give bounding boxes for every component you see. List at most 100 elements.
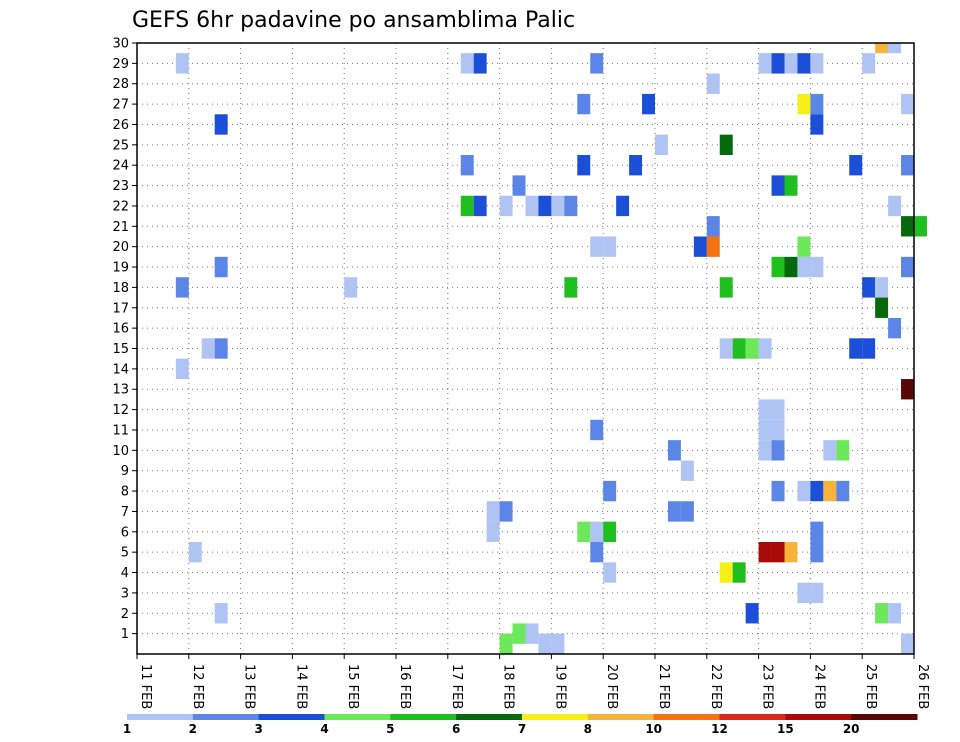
data-cell — [564, 277, 578, 298]
x-tick-label: 23 FEB — [760, 664, 775, 709]
data-cell — [590, 521, 604, 542]
x-tick-label: 20 FEB — [604, 664, 619, 709]
data-cell — [667, 501, 681, 522]
data-cell — [771, 256, 785, 278]
legend-label: 12 — [711, 722, 728, 736]
data-cell — [797, 480, 811, 502]
y-tick-label: 16 — [112, 322, 129, 337]
data-cell — [577, 155, 591, 176]
legend-label: 2 — [189, 722, 197, 736]
data-cell — [771, 53, 785, 74]
data-cell — [538, 195, 552, 217]
data-cell — [590, 53, 604, 74]
data-cell — [810, 541, 824, 563]
legend-label: 6 — [452, 722, 460, 736]
data-cell — [525, 623, 539, 644]
data-cell — [758, 541, 772, 563]
data-cell — [214, 338, 228, 359]
data-cell — [823, 480, 837, 502]
data-cell — [603, 521, 617, 542]
y-tick-label: 12 — [112, 403, 129, 418]
data-cell — [732, 338, 746, 359]
data-cell — [642, 93, 655, 115]
data-cell — [175, 277, 189, 298]
data-cell — [771, 541, 785, 563]
data-cell — [460, 195, 474, 217]
legend-swatch — [324, 714, 391, 720]
x-tick-label: 21 FEB — [656, 664, 671, 709]
data-cell — [914, 216, 927, 237]
legend-swatch — [785, 714, 852, 720]
data-cell — [810, 521, 824, 542]
data-cell — [732, 562, 746, 583]
data-cell — [836, 480, 850, 502]
data-cell — [655, 134, 668, 156]
data-cell — [745, 603, 759, 624]
data-cell — [888, 603, 902, 624]
y-tick-label: 6 — [121, 525, 129, 540]
legend-label: 8 — [584, 722, 592, 736]
y-tick-label: 18 — [112, 281, 129, 296]
x-axis: 11 FEB 12 FEB 13 FEB 14 FEB 15 FEB 16 FEB 17 F… — [136, 654, 930, 709]
data-cell — [473, 195, 487, 217]
x-tick-label: 14 FEB — [293, 664, 308, 709]
x-tick-label: 25 FEB — [863, 664, 878, 709]
y-tick-label: 21 — [112, 220, 129, 235]
y-tick-label: 28 — [112, 77, 129, 92]
data-cell — [706, 236, 720, 257]
data-cell — [758, 399, 772, 420]
data-cell — [875, 297, 889, 318]
data-cell — [810, 582, 824, 604]
y-tick-label: 4 — [121, 566, 129, 581]
data-cell — [719, 562, 733, 583]
data-cell — [525, 195, 539, 217]
data-cell — [214, 256, 228, 278]
y-tick-label: 22 — [112, 199, 129, 214]
data-cell — [188, 541, 202, 563]
legend-label: 3 — [254, 722, 262, 736]
data-cell — [758, 419, 772, 441]
y-tick-label: 2 — [121, 607, 129, 622]
data-cell — [590, 236, 604, 257]
data-cell — [849, 338, 863, 359]
y-tick-label: 13 — [112, 383, 129, 398]
legend-swatch — [719, 714, 786, 720]
legend-label: 4 — [320, 722, 328, 736]
data-cell — [810, 256, 824, 278]
data-cell — [175, 358, 189, 380]
y-tick-label: 1 — [121, 627, 129, 642]
y-tick-label: 15 — [112, 342, 129, 357]
data-cell — [486, 521, 500, 542]
data-cell — [706, 216, 720, 237]
y-tick-label: 23 — [112, 179, 129, 194]
y-tick-label: 3 — [121, 586, 129, 601]
data-cell — [460, 155, 474, 176]
y-tick-label: 7 — [121, 505, 129, 520]
legend-swatch — [258, 714, 325, 720]
data-cell — [797, 582, 811, 604]
chart-title: GEFS 6hr padavine po ansamblima Palic — [132, 8, 575, 33]
data-cell — [862, 338, 876, 359]
legend-swatch — [127, 714, 194, 720]
y-tick-label: 26 — [112, 118, 129, 133]
data-cell — [719, 134, 733, 156]
x-tick-label: 26 FEB — [915, 664, 930, 709]
data-cell — [629, 155, 643, 176]
data-cell — [875, 43, 889, 54]
data-cell — [538, 633, 552, 654]
data-cell — [849, 155, 863, 176]
data-cell — [862, 53, 876, 74]
data-cell — [603, 562, 617, 583]
y-tick-label: 8 — [121, 485, 129, 500]
data-cell — [590, 419, 604, 441]
data-cell — [175, 53, 189, 74]
data-cell — [499, 633, 513, 654]
data-cell — [862, 277, 876, 298]
legend-label: 5 — [386, 722, 394, 736]
data-cell — [758, 338, 772, 359]
x-tick-label: 11 FEB — [138, 664, 153, 709]
y-tick-label: 25 — [112, 138, 129, 153]
legend-label: 1 — [123, 722, 131, 736]
x-tick-label: 17 FEB — [449, 664, 464, 709]
